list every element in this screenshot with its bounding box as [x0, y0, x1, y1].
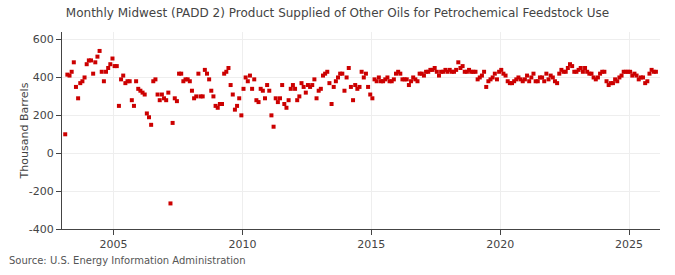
svg-text:200: 200 [33, 109, 54, 122]
svg-text:0: 0 [47, 147, 54, 160]
svg-text:2010: 2010 [228, 238, 256, 251]
svg-text:Monthly Midwest (PADD 2) Produ: Monthly Midwest (PADD 2) Product Supplie… [66, 6, 609, 20]
svg-text:2020: 2020 [486, 238, 514, 251]
svg-text:2005: 2005 [100, 238, 128, 251]
svg-text:Source: U.S. Energy Informatio: Source: U.S. Energy Information Administ… [9, 255, 246, 266]
svg-text:600: 600 [33, 33, 54, 46]
svg-text:2025: 2025 [615, 238, 643, 251]
svg-text:400: 400 [33, 71, 54, 84]
svg-text:-400: -400 [29, 223, 54, 236]
svg-text:2015: 2015 [357, 238, 385, 251]
svg-text:-200: -200 [29, 185, 54, 198]
svg-text:Thousand Barrels: Thousand Barrels [18, 82, 31, 179]
